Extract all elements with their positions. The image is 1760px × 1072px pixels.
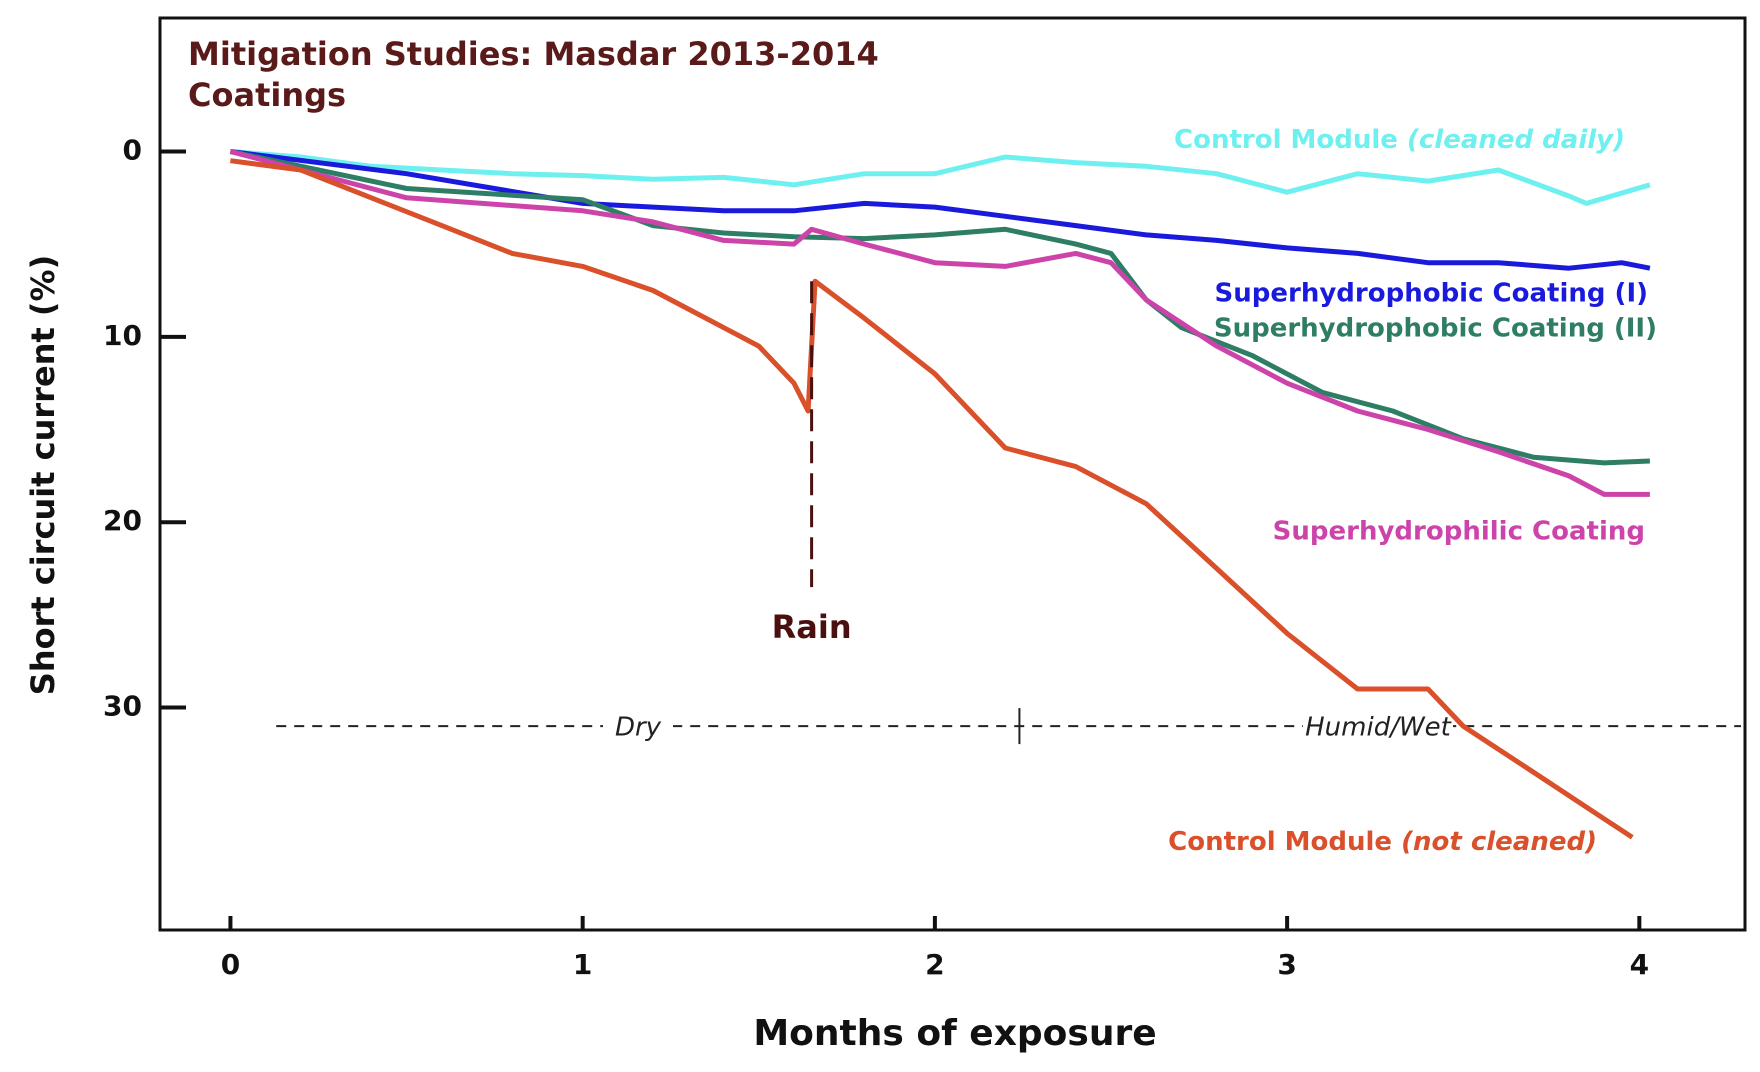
y-tick-label: 10 (103, 319, 142, 352)
chart-title: Mitigation Studies: Masdar 2013-2014 (188, 35, 879, 73)
y-tick-label: 30 (103, 690, 142, 723)
season-label: Dry (615, 713, 662, 743)
series-line (230, 149, 1651, 206)
y-tick-label: 0 (123, 133, 142, 166)
series-line (230, 149, 1651, 271)
x-axis-title: Months of exposure (753, 1013, 1156, 1054)
series-label: Superhydrophilic Coating (1273, 517, 1645, 547)
series-label: Superhydrophobic Coating (I) (1215, 279, 1648, 309)
rain-label: Rain (772, 608, 852, 646)
x-tick-label: 4 (1630, 948, 1649, 981)
series-label: Superhydrophobic Coating (II) (1214, 314, 1657, 344)
season-label: Humid/Wet (1305, 713, 1452, 743)
x-tick-label: 3 (1277, 948, 1296, 981)
y-axis-title: Short circuit current (%) (24, 255, 62, 695)
series-label: Control Module (not cleaned) (1168, 827, 1597, 857)
chart-subtitle: Coatings (188, 76, 346, 114)
plot-frame (158, 16, 1747, 932)
y-tick-label: 20 (103, 504, 142, 537)
x-tick-label: 0 (221, 948, 240, 981)
series-line (229, 149, 1650, 497)
season-label-bg (603, 708, 673, 745)
series-label: Control Module (cleaned daily) (1174, 125, 1625, 155)
season-label-bg (1303, 708, 1453, 745)
series-line (230, 158, 1634, 840)
x-tick-label: 2 (925, 948, 944, 981)
x-tick-label: 1 (573, 948, 592, 981)
